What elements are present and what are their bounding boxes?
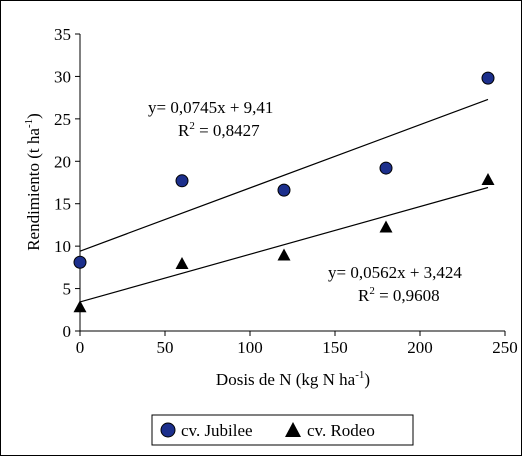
legend-label-jubilee: cv. Jubilee: [181, 421, 253, 440]
jubilee-r2: R2 = 0,8427: [178, 120, 260, 140]
point-rodeo: [175, 256, 189, 269]
y-tick-label: 15: [54, 195, 71, 214]
legend-marker-jubilee: [160, 422, 176, 438]
legend-box: [151, 414, 414, 446]
point-jubilee: [481, 71, 495, 85]
y-axis-label: Rendimiento (t ha-1): [23, 113, 43, 251]
point-rodeo: [277, 248, 291, 261]
y-ticks: 0 5 10 15 20 25 30 35: [54, 25, 80, 341]
point-jubilee: [277, 183, 291, 197]
trendlines: [79, 98, 489, 303]
legend-marker-rodeo: [285, 422, 301, 437]
point-jubilee: [73, 255, 87, 269]
x-tick-label: 100: [237, 338, 263, 357]
x-tick-label: 0: [76, 338, 85, 357]
legend: cv. Jubilee cv. Rodeo: [151, 414, 414, 446]
point-jubilee: [175, 174, 189, 188]
point-jubilee: [379, 161, 393, 175]
y-tick-label: 35: [54, 25, 71, 44]
x-axis-label: Dosis de N (kg N ha-1): [216, 369, 370, 389]
point-rodeo: [73, 300, 87, 313]
rodeo-equation: y= 0,0562x + 3,424: [328, 263, 462, 282]
y-tick-label: 30: [54, 67, 71, 86]
legend-label-rodeo: cv. Rodeo: [307, 421, 375, 440]
point-rodeo: [379, 220, 393, 233]
x-tick-label: 150: [322, 338, 348, 357]
data-points: [73, 71, 495, 313]
y-tick-label: 25: [54, 110, 71, 129]
trendline-jubilee: [79, 98, 489, 252]
x-tick-label: 250: [492, 338, 518, 357]
y-tick-label: 0: [63, 322, 72, 341]
point-rodeo: [481, 172, 495, 185]
y-tick-label: 5: [63, 280, 72, 299]
jubilee-equation: y= 0,0745x + 9,41: [148, 98, 273, 117]
x-tick-label: 50: [157, 338, 174, 357]
rodeo-r2: R2 = 0,9608: [358, 285, 440, 305]
x-ticks: 0 50 100 150 200 250: [76, 331, 518, 357]
x-tick-label: 200: [407, 338, 433, 357]
trendline-rodeo: [79, 186, 489, 303]
y-tick-label: 20: [54, 152, 71, 171]
y-tick-label: 10: [54, 237, 71, 256]
